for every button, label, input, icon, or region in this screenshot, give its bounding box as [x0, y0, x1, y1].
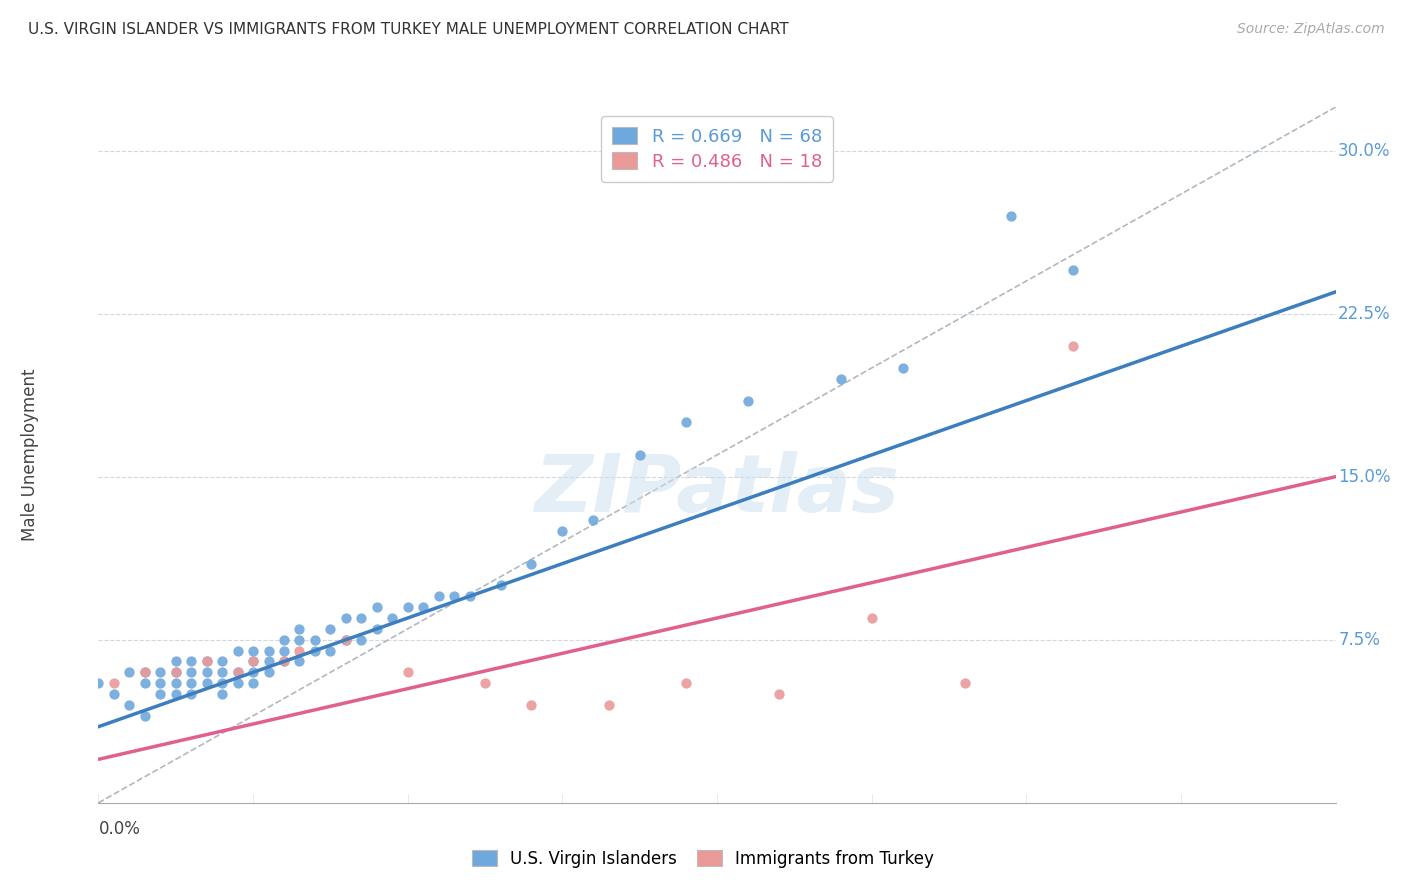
Point — [273, 655, 295, 669]
Point — [257, 643, 280, 657]
Point — [319, 622, 342, 636]
Point — [134, 665, 156, 680]
Point — [180, 655, 202, 669]
Point — [134, 665, 156, 680]
Point — [953, 676, 976, 690]
Point — [149, 665, 172, 680]
Point — [489, 578, 512, 592]
Point — [350, 632, 373, 647]
Text: 30.0%: 30.0% — [1339, 142, 1391, 160]
Point — [180, 676, 202, 690]
Point — [273, 643, 295, 657]
Point — [628, 448, 651, 462]
Point — [211, 676, 233, 690]
Point — [381, 611, 404, 625]
Legend: R = 0.669   N = 68, R = 0.486   N = 18: R = 0.669 N = 68, R = 0.486 N = 18 — [602, 116, 832, 182]
Point — [149, 687, 172, 701]
Point — [582, 513, 605, 527]
Text: U.S. VIRGIN ISLANDER VS IMMIGRANTS FROM TURKEY MALE UNEMPLOYMENT CORRELATION CHA: U.S. VIRGIN ISLANDER VS IMMIGRANTS FROM … — [28, 22, 789, 37]
Point — [474, 676, 496, 690]
Text: Source: ZipAtlas.com: Source: ZipAtlas.com — [1237, 22, 1385, 37]
Point — [226, 643, 249, 657]
Point — [520, 557, 543, 571]
Point — [165, 676, 187, 690]
Point — [335, 632, 357, 647]
Point — [273, 632, 295, 647]
Point — [288, 643, 311, 657]
Point — [737, 393, 759, 408]
Point — [443, 589, 465, 603]
Point — [180, 687, 202, 701]
Point — [195, 655, 218, 669]
Point — [768, 687, 790, 701]
Point — [242, 665, 264, 680]
Point — [103, 676, 125, 690]
Point — [226, 665, 249, 680]
Point — [165, 665, 187, 680]
Point — [118, 698, 141, 712]
Point — [87, 676, 110, 690]
Point — [830, 372, 852, 386]
Point — [149, 676, 172, 690]
Point — [118, 665, 141, 680]
Point — [350, 611, 373, 625]
Text: 22.5%: 22.5% — [1339, 304, 1391, 323]
Point — [165, 655, 187, 669]
Point — [134, 708, 156, 723]
Point — [257, 665, 280, 680]
Point — [134, 676, 156, 690]
Point — [211, 655, 233, 669]
Point — [304, 643, 326, 657]
Point — [366, 622, 388, 636]
Point — [335, 611, 357, 625]
Point — [226, 676, 249, 690]
Point — [242, 655, 264, 669]
Point — [675, 415, 697, 429]
Point — [242, 655, 264, 669]
Point — [396, 665, 419, 680]
Point — [520, 698, 543, 712]
Point — [891, 360, 914, 375]
Point — [412, 600, 434, 615]
Point — [211, 665, 233, 680]
Point — [288, 622, 311, 636]
Point — [288, 632, 311, 647]
Point — [226, 665, 249, 680]
Point — [195, 655, 218, 669]
Point — [1062, 339, 1084, 353]
Legend: U.S. Virgin Islanders, Immigrants from Turkey: U.S. Virgin Islanders, Immigrants from T… — [465, 844, 941, 875]
Point — [427, 589, 450, 603]
Point — [396, 600, 419, 615]
Point — [165, 665, 187, 680]
Point — [366, 600, 388, 615]
Text: 7.5%: 7.5% — [1339, 631, 1381, 648]
Point — [103, 687, 125, 701]
Point — [257, 655, 280, 669]
Point — [551, 524, 574, 538]
Text: 15.0%: 15.0% — [1339, 467, 1391, 485]
Point — [598, 698, 620, 712]
Point — [273, 655, 295, 669]
Point — [335, 632, 357, 647]
Point — [319, 643, 342, 657]
Point — [458, 589, 481, 603]
Text: ZIPatlas: ZIPatlas — [534, 450, 900, 529]
Point — [242, 643, 264, 657]
Text: Male Unemployment: Male Unemployment — [21, 368, 39, 541]
Point — [211, 687, 233, 701]
Point — [675, 676, 697, 690]
Text: 0.0%: 0.0% — [98, 821, 141, 838]
Point — [288, 655, 311, 669]
Point — [165, 687, 187, 701]
Point — [180, 665, 202, 680]
Point — [1062, 263, 1084, 277]
Point — [860, 611, 883, 625]
Point — [304, 632, 326, 647]
Point — [1000, 209, 1022, 223]
Point — [242, 676, 264, 690]
Point — [195, 665, 218, 680]
Point — [195, 676, 218, 690]
